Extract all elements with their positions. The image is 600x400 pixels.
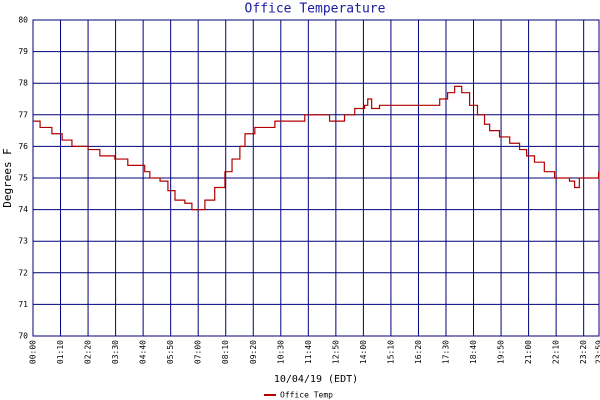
y-tick-label: 76: [18, 142, 28, 151]
chart-title: Office Temperature: [245, 2, 386, 17]
x-tick-label: 11:40: [304, 340, 313, 364]
y-tick-label: 77: [18, 110, 28, 119]
x-tick-label: 18:40: [469, 340, 478, 364]
y-tick-label: 70: [18, 332, 28, 341]
x-tick-label: 07:00: [194, 340, 203, 364]
x-tick-label: 05:50: [166, 340, 175, 364]
x-tick-label: 22:10: [552, 340, 561, 364]
x-tick-label: 17:30: [441, 340, 450, 364]
x-tick-label: 01:10: [56, 340, 65, 364]
y-tick-label: 73: [18, 237, 28, 246]
x-tick-label: 14:00: [359, 340, 368, 364]
x-tick-label: 23:59: [595, 340, 600, 364]
y-tick-label: 72: [18, 268, 28, 277]
x-tick-label: 00:00: [29, 340, 38, 364]
x-tick-label: 02:20: [84, 340, 93, 364]
x-tick-label: 21:00: [524, 340, 533, 364]
y-tick-label: 74: [18, 205, 28, 214]
y-tick-label: 78: [18, 79, 28, 88]
y-axis-label: Degrees F: [1, 148, 14, 208]
x-tick-label: 03:30: [111, 340, 120, 364]
y-tick-label: 79: [18, 47, 28, 56]
y-tick-label: 80: [18, 16, 28, 25]
legend-label: Office Temp: [280, 391, 333, 400]
x-tick-label: 23:20: [579, 340, 588, 364]
x-tick-label: 15:10: [386, 340, 395, 364]
x-tick-label: 09:20: [249, 340, 258, 364]
x-tick-label: 16:20: [414, 340, 423, 364]
x-axis-label: 10/04/19 (EDT): [274, 374, 358, 385]
x-tick-label: 04:40: [139, 340, 148, 364]
x-tick-label: 19:50: [497, 340, 506, 364]
y-tick-label: 75: [18, 174, 28, 183]
x-tick-label: 08:10: [221, 340, 230, 364]
x-tick-label: 12:50: [331, 340, 340, 364]
x-tick-label: 10:30: [276, 340, 285, 364]
data-line: [33, 85, 600, 211]
y-tick-label: 71: [18, 300, 28, 309]
